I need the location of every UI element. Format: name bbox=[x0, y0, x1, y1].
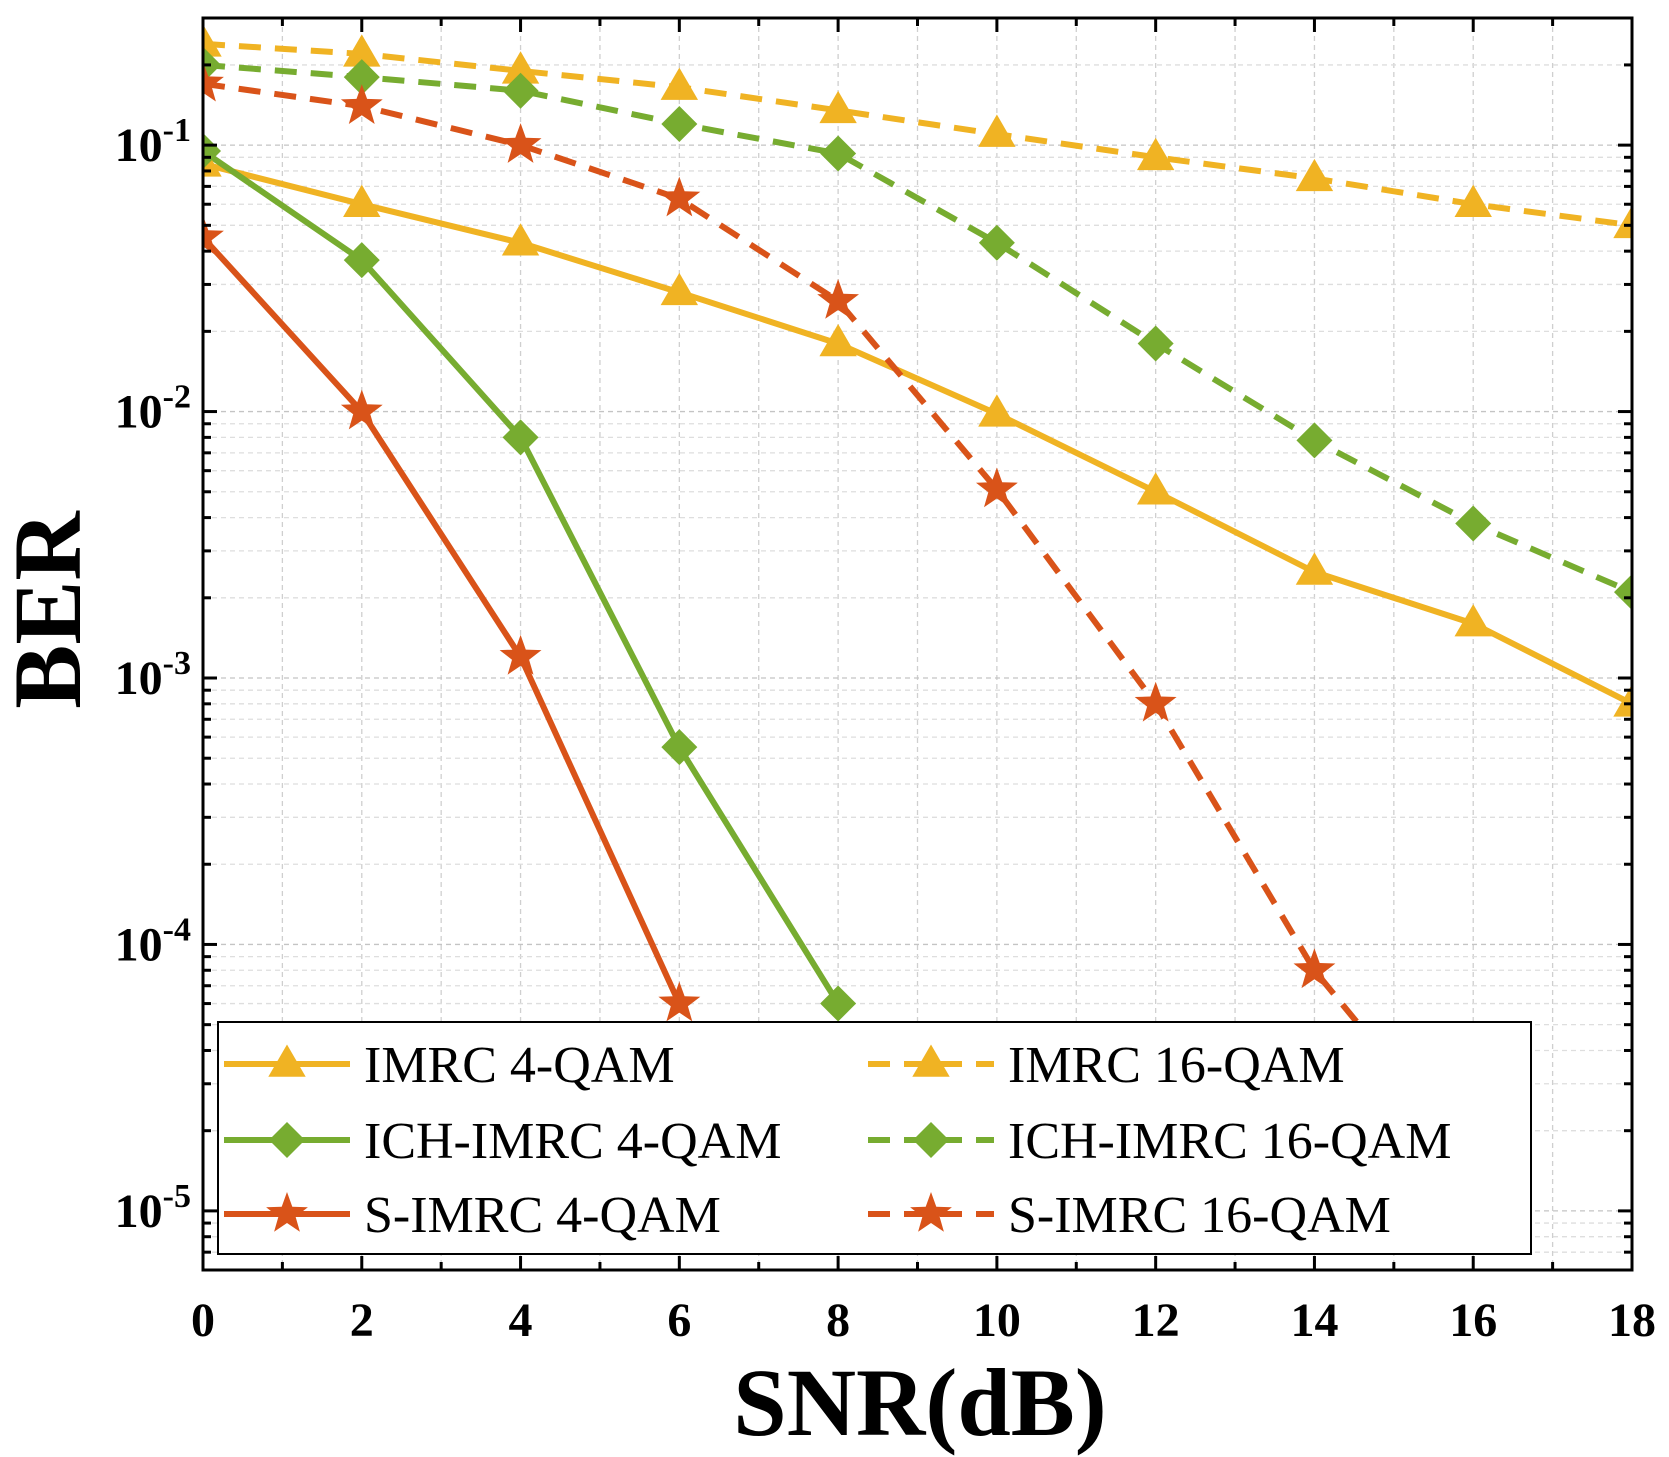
marker-triangle bbox=[660, 67, 699, 100]
x-tick-label: 2 bbox=[350, 1294, 374, 1347]
marker-triangle bbox=[819, 90, 857, 124]
series-line-1 bbox=[203, 160, 1632, 707]
x-axis-title: SNR(dB) bbox=[733, 1349, 1106, 1456]
marker-triangle bbox=[203, 24, 222, 57]
marker-triangle bbox=[660, 272, 699, 306]
legend-label: ICH-IMRC 16-QAM bbox=[1008, 1113, 1451, 1170]
marker-triangle bbox=[1613, 205, 1632, 239]
marker-star bbox=[658, 981, 701, 1022]
marker-triangle bbox=[1136, 472, 1175, 505]
marker-star bbox=[499, 634, 542, 675]
marker-diamond bbox=[203, 133, 221, 170]
axes bbox=[201, 16, 1634, 1272]
marker-diamond bbox=[1296, 422, 1333, 459]
marker-triangle bbox=[978, 114, 1016, 147]
marker-star bbox=[1134, 681, 1177, 722]
x-tick-label: 10 bbox=[973, 1294, 1021, 1347]
marker-triangle bbox=[501, 51, 540, 84]
marker-triangle bbox=[501, 223, 540, 256]
marker-diamond bbox=[1137, 325, 1174, 362]
y-axis-title: BER bbox=[0, 510, 101, 709]
marker-diamond bbox=[820, 985, 857, 1022]
y-tick-label: 10-3 bbox=[115, 645, 191, 705]
marker-triangle bbox=[1613, 684, 1632, 717]
legend-label: IMRC 4-QAM bbox=[364, 1037, 675, 1094]
legend: IMRC 4-QAM IMRC 16-QAM ICH-IMRC 4-QAM ICH-I… bbox=[217, 1021, 1532, 1255]
y-tick-label: 10-1 bbox=[115, 112, 191, 172]
series-line-2 bbox=[203, 40, 1632, 229]
x-tick-label: 4 bbox=[509, 1294, 533, 1347]
legend-label: IMRC 16-QAM bbox=[1008, 1037, 1345, 1094]
marker-star bbox=[340, 389, 383, 430]
marker-star bbox=[976, 467, 1018, 508]
marker-star bbox=[203, 61, 224, 102]
marker-diamond bbox=[502, 419, 539, 456]
marker-star bbox=[340, 84, 383, 124]
marker-diamond bbox=[820, 135, 857, 172]
marker-diamond bbox=[913, 1122, 949, 1158]
marker-star bbox=[817, 279, 859, 319]
y-tick-label: 10-5 bbox=[115, 1178, 191, 1238]
marker-diamond bbox=[661, 106, 698, 143]
x-tick-label: 8 bbox=[826, 1294, 850, 1347]
marker-diamond bbox=[1614, 574, 1632, 611]
marker-star bbox=[203, 215, 224, 256]
legend-label: S-IMRC 4-QAM bbox=[364, 1187, 721, 1244]
marker-triangle bbox=[203, 144, 222, 177]
marker-diamond bbox=[269, 1122, 305, 1158]
marker-triangle bbox=[1136, 137, 1175, 171]
marker-diamond bbox=[343, 59, 380, 96]
marker-triangle bbox=[1454, 604, 1492, 637]
marker-triangle bbox=[343, 184, 381, 217]
x-tick-label: 16 bbox=[1449, 1294, 1497, 1347]
marker-star bbox=[910, 1192, 952, 1232]
marker-triangle bbox=[1295, 158, 1334, 192]
marker-triangle bbox=[343, 34, 381, 67]
marker-star bbox=[499, 123, 542, 163]
x-tick-label: 12 bbox=[1132, 1294, 1180, 1347]
marker-diamond bbox=[1455, 505, 1492, 542]
x-tick-label: 0 bbox=[191, 1294, 215, 1347]
marker-diamond bbox=[502, 72, 539, 109]
series-line-4 bbox=[203, 61, 1632, 595]
y-tick-label: 10-4 bbox=[115, 911, 191, 971]
marker-triangle bbox=[268, 1044, 306, 1077]
marker-triangle bbox=[978, 394, 1016, 427]
marker-triangle bbox=[912, 1044, 950, 1077]
marker-diamond bbox=[978, 224, 1015, 261]
series-line-5 bbox=[203, 235, 683, 1005]
marker-triangle bbox=[819, 324, 857, 357]
marker-star bbox=[266, 1192, 308, 1232]
legend-label: ICH-IMRC 4-QAM bbox=[364, 1113, 781, 1170]
marker-diamond bbox=[203, 46, 221, 83]
legend-label: S-IMRC 16-QAM bbox=[1008, 1187, 1391, 1244]
marker-diamond bbox=[343, 242, 380, 279]
x-tick-label: 18 bbox=[1608, 1294, 1656, 1347]
marker-triangle bbox=[1295, 552, 1334, 585]
marker-star bbox=[1293, 948, 1336, 989]
marker-triangle bbox=[1454, 184, 1492, 217]
tick-labels: 0 2 4 6 8 10 12 14 16 18 10-1 10-2 10-3 10-4 10-5 bbox=[115, 112, 1656, 1347]
series-markers bbox=[203, 24, 1632, 1182]
marker-star bbox=[658, 176, 701, 217]
y-tick-label: 10-2 bbox=[115, 379, 191, 439]
marker-diamond bbox=[661, 729, 698, 766]
x-tick-label: 6 bbox=[667, 1294, 691, 1347]
x-tick-label: 14 bbox=[1290, 1294, 1338, 1347]
